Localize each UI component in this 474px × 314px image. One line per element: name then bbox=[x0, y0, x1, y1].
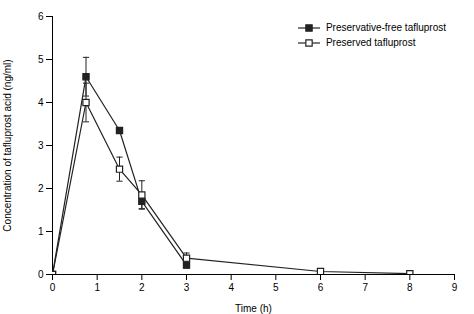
svg-text:1: 1 bbox=[38, 226, 44, 237]
svg-text:6: 6 bbox=[38, 11, 44, 22]
svg-text:1: 1 bbox=[94, 282, 100, 293]
svg-text:7: 7 bbox=[362, 282, 368, 293]
svg-text:3: 3 bbox=[38, 140, 44, 151]
svg-text:3: 3 bbox=[184, 282, 190, 293]
svg-text:Time (h): Time (h) bbox=[235, 303, 272, 314]
html-text:Preserved tafluprost: Preserved tafluprost bbox=[325, 37, 416, 48]
svg-text:8: 8 bbox=[407, 282, 413, 293]
svg-text:0: 0 bbox=[38, 269, 44, 280]
svg-text:2: 2 bbox=[38, 183, 44, 194]
svg-text:2: 2 bbox=[139, 282, 145, 293]
svg-text:5: 5 bbox=[38, 54, 44, 65]
html-text:Preservative-free tafluprost: Preservative-free tafluprost bbox=[325, 22, 446, 33]
svg-text:5: 5 bbox=[273, 282, 279, 293]
svg-text:4: 4 bbox=[228, 282, 234, 293]
svg-text:6: 6 bbox=[318, 282, 324, 293]
svg-text:Concentration of tafluprost ac: Concentration of tafluprost acid (ng/ml) bbox=[2, 59, 13, 231]
svg-text:0: 0 bbox=[50, 282, 56, 293]
svg-text:9: 9 bbox=[452, 282, 458, 293]
svg-text:4: 4 bbox=[38, 97, 44, 108]
